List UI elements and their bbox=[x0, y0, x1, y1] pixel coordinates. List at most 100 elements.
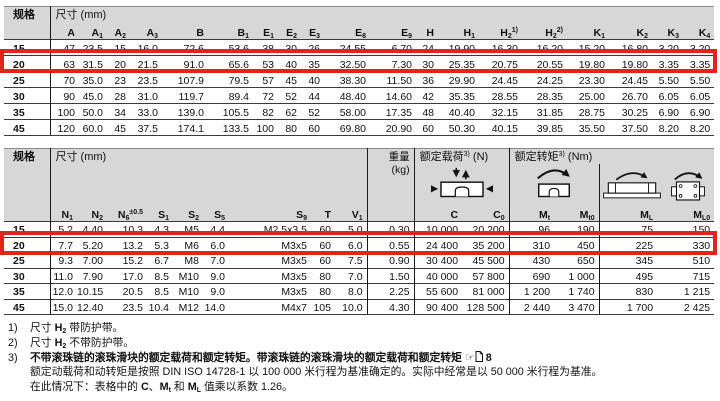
footnotes: 1) 尺寸 H2 带防护带。 2) 尺寸 H2 不带防护带。 3) 不带滚珠链的… bbox=[8, 321, 714, 395]
table-cell: 38 bbox=[253, 39, 278, 56]
load-arrows-icon bbox=[430, 167, 493, 198]
table-cell: 25.00 bbox=[567, 87, 609, 104]
table-cell: 310 bbox=[508, 236, 555, 253]
table-cell: 21.5 bbox=[130, 55, 162, 72]
column-header: A1 bbox=[91, 26, 104, 40]
column-header: A3 bbox=[146, 26, 159, 40]
table-cell: 5.50 bbox=[652, 71, 683, 88]
row-spec-label: 35 bbox=[4, 283, 50, 299]
column-header: C0 bbox=[493, 208, 505, 222]
column-header: S1 bbox=[158, 208, 169, 222]
table-cell: 23.30 bbox=[567, 71, 609, 88]
column-header: T bbox=[324, 208, 331, 221]
table-cell: 139.0 bbox=[162, 103, 208, 120]
footnote-2-number: 2) bbox=[8, 336, 18, 349]
table-cell: 2.25 bbox=[366, 283, 415, 299]
table-cell: 48 bbox=[416, 103, 438, 120]
table-cell: M2.5x3.5 bbox=[229, 221, 311, 237]
table-cell: M3x5 bbox=[229, 236, 311, 253]
table-cell: 3.20 bbox=[652, 39, 683, 56]
table-cell: 53 bbox=[253, 55, 278, 72]
table-cell: 16.20 bbox=[522, 39, 567, 56]
footnote-3-text: 不带滚珠链的滚珠滑块的额定载荷和额定转矩。带滚珠链的滚珠滑块的额定载荷和额定转矩… bbox=[30, 350, 714, 395]
table-cell: 100 bbox=[253, 119, 278, 136]
header-icons-row bbox=[4, 164, 715, 208]
column-header: A bbox=[49, 23, 79, 40]
table-cell: 15.2 bbox=[107, 252, 147, 268]
table-cell: 10.15 bbox=[77, 283, 107, 299]
column-header: Mt bbox=[508, 208, 555, 222]
table-cell: 80 bbox=[311, 283, 335, 299]
table-cell: 38.30 bbox=[324, 71, 370, 88]
table-cell: 15.0 bbox=[49, 298, 77, 315]
table-cell: 5.50 bbox=[683, 71, 715, 88]
table-cell: M3x5 bbox=[229, 283, 311, 299]
footnote-3-line1: 不带滚珠链的滚珠滑块的额定载荷和额定转矩。带滚珠链的滚珠滑块的额定载荷和额定转矩 bbox=[30, 351, 465, 364]
table-cell: 60 bbox=[311, 236, 335, 253]
table-cell: 60 bbox=[311, 221, 335, 237]
column-letters-row: N1 N2 N6±0.5 S1 S2 S5 S9 T V1 C C0 Mt Mt0 ML ML0 bbox=[4, 208, 714, 222]
table-cell: 10.4 bbox=[147, 298, 173, 315]
table-cell: M4x7 bbox=[229, 298, 311, 315]
table-cell: 60 bbox=[301, 119, 324, 136]
table-cell: 31.85 bbox=[522, 103, 567, 120]
table-cell: 14.60 bbox=[370, 87, 416, 104]
table-cell: 4.30 bbox=[366, 298, 415, 315]
table-cell: 128 500 bbox=[462, 298, 510, 315]
table-cell: M6 bbox=[173, 236, 203, 253]
table-cell: 17.35 bbox=[370, 103, 416, 120]
table-cell: 89.4 bbox=[208, 87, 253, 104]
table-cell: 55 600 bbox=[413, 283, 463, 299]
footnote-2-text: 尺寸 H2 不带防护带。 bbox=[30, 336, 135, 350]
table-cell: 32.15 bbox=[479, 103, 522, 120]
table-cell: 90 bbox=[49, 87, 79, 104]
table-cell: 24.55 bbox=[324, 39, 370, 56]
row-spec-label: 15 bbox=[4, 39, 50, 56]
table-cell: 70 bbox=[49, 71, 79, 88]
table-cell: 20.5 bbox=[107, 283, 147, 299]
column-header: K1 bbox=[593, 26, 606, 40]
table-cell: 57 bbox=[253, 71, 278, 88]
table-cell: 37.50 bbox=[609, 119, 652, 136]
footnote-1-text: 尺寸 H2 带防护带。 bbox=[30, 322, 124, 335]
table-cell: 8.5 bbox=[147, 267, 173, 284]
table-cell: 0.90 bbox=[366, 252, 415, 268]
table-cell: 6.0 bbox=[203, 236, 229, 253]
row-spec-label: 30 bbox=[4, 267, 50, 284]
table-cell: 2 425 bbox=[657, 298, 715, 315]
load-rating-label: 额定载荷3) (N) bbox=[413, 148, 510, 164]
table-cell: 90 400 bbox=[413, 298, 463, 315]
table-cell: 96 bbox=[508, 221, 555, 237]
dimensions-table-header: 规格 尺寸 (mm) A A1 A2 A3 B B1 E1 E2 E3 E8 E9 H H1 H21) H2… bbox=[4, 6, 715, 40]
table-cell: M3x5 bbox=[229, 267, 311, 284]
table-cell: 6.70 bbox=[370, 39, 416, 56]
column-header: ML bbox=[598, 208, 658, 222]
column-header: ML0 bbox=[693, 208, 711, 222]
table-cell: 62 bbox=[278, 103, 301, 120]
table-cell: 16.30 bbox=[479, 39, 522, 56]
table-cell: 3.20 bbox=[683, 39, 715, 56]
row-spec-label: 20 bbox=[4, 236, 50, 253]
column-header: E8 bbox=[355, 26, 366, 40]
table-cell: 45 500 bbox=[462, 252, 510, 268]
column-header: N2 bbox=[91, 208, 104, 222]
table-cell: 80 bbox=[278, 119, 301, 136]
table-row: 35 12.0 10.15 20.5 8.5 M10 9.0 M3x5 80 8.0 2.25 55 … bbox=[4, 283, 715, 299]
column-header: V1 bbox=[351, 208, 363, 222]
column-header: E3 bbox=[309, 26, 320, 40]
table-cell: 8.5 bbox=[147, 283, 173, 299]
table-row: 30 11.0 7.90 17.0 8.5 M10 9.0 M3x5 80 7.0 1.50 40 0… bbox=[4, 267, 715, 284]
column-letters-row: A A1 A2 A3 B B1 E1 E2 E3 E8 E9 H H1 H21) H22) K1 K2 K3 K4 bbox=[4, 23, 714, 40]
column-header: N6±0.5 bbox=[117, 208, 143, 222]
footnote-3-number: 3) bbox=[8, 351, 18, 364]
table-cell: 24 bbox=[416, 39, 438, 56]
table-cell: 24.25 bbox=[522, 71, 567, 88]
table-cell: 3 470 bbox=[554, 298, 600, 315]
table-cell: 2 440 bbox=[508, 298, 555, 315]
column-header: K4 bbox=[698, 26, 711, 40]
table-cell: 25.35 bbox=[438, 55, 479, 72]
footnote-1: 1) 尺寸 H2 带防护带。 bbox=[8, 321, 714, 336]
table-cell: 50.0 bbox=[79, 103, 107, 120]
table-cell: 65.6 bbox=[208, 55, 253, 72]
column-header: K3 bbox=[667, 26, 680, 40]
